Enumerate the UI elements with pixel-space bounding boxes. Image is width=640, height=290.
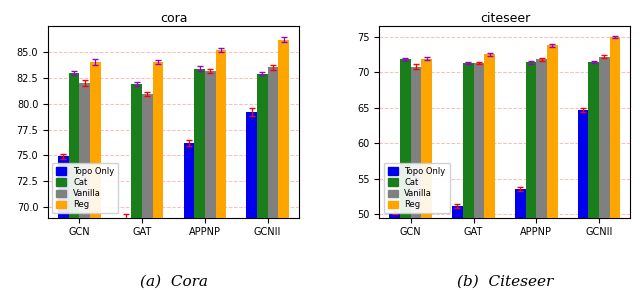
- Bar: [153, 62, 163, 290]
- Bar: [536, 59, 547, 290]
- Bar: [79, 83, 90, 290]
- Bar: [58, 157, 68, 290]
- Bar: [547, 45, 557, 290]
- Bar: [121, 218, 131, 290]
- Bar: [578, 110, 588, 290]
- Bar: [389, 213, 400, 290]
- Bar: [400, 59, 411, 290]
- Title: citeseer: citeseer: [480, 12, 530, 25]
- Bar: [131, 84, 142, 290]
- Bar: [268, 68, 278, 290]
- Legend: Topo Only, Cat, Vanilla, Reg: Topo Only, Cat, Vanilla, Reg: [52, 163, 118, 213]
- Bar: [216, 50, 226, 290]
- Bar: [411, 66, 421, 290]
- Bar: [90, 62, 100, 290]
- Bar: [484, 55, 495, 290]
- Bar: [278, 39, 289, 290]
- Title: cora: cora: [160, 12, 188, 25]
- Bar: [463, 63, 474, 290]
- Bar: [257, 74, 268, 290]
- Bar: [525, 62, 536, 290]
- Bar: [515, 189, 525, 290]
- Legend: Topo Only, Cat, Vanilla, Reg: Topo Only, Cat, Vanilla, Reg: [383, 163, 450, 213]
- Bar: [421, 59, 432, 290]
- Bar: [205, 70, 216, 290]
- Text: (a)  Cora: (a) Cora: [140, 275, 207, 289]
- Bar: [194, 68, 205, 290]
- Bar: [599, 57, 610, 290]
- Bar: [246, 112, 257, 290]
- Bar: [588, 62, 599, 290]
- Bar: [184, 143, 194, 290]
- Bar: [474, 63, 484, 290]
- Bar: [452, 206, 463, 290]
- Bar: [68, 73, 79, 290]
- Text: (b)  Citeseer: (b) Citeseer: [457, 275, 553, 289]
- Bar: [142, 94, 153, 290]
- Bar: [610, 37, 620, 290]
